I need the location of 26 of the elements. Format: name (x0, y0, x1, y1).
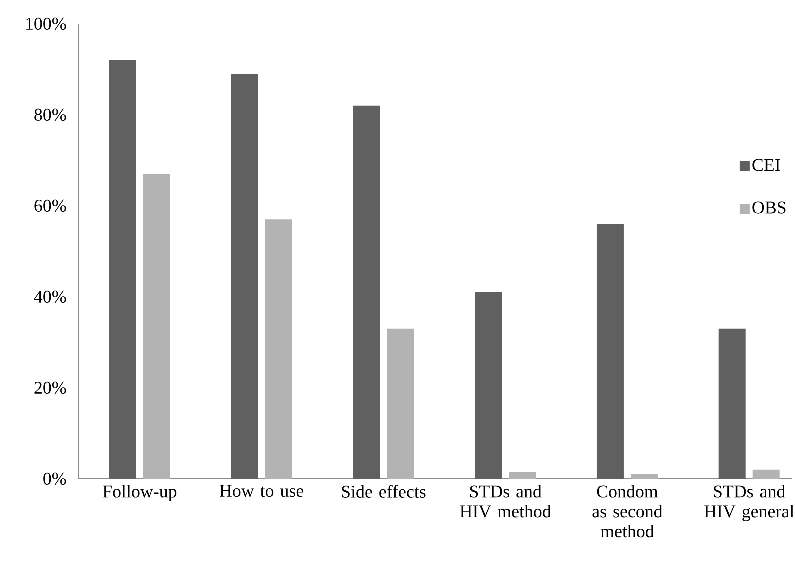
legend-label: OBS (752, 202, 786, 214)
bar (630, 474, 658, 479)
legend-label: CEI (752, 159, 780, 172)
bar (265, 220, 292, 479)
bar (387, 328, 414, 479)
bar (353, 106, 380, 479)
bar (752, 470, 780, 479)
y-tick-label: 0% (44, 472, 66, 486)
bar (475, 292, 502, 479)
bar (718, 328, 746, 479)
y-tick-label: 40% (34, 290, 66, 304)
bar (109, 60, 136, 479)
y-tick-label: 100% (26, 18, 66, 30)
x-tick-label: Side effects (342, 485, 426, 498)
x-tick-label: STDs and HIV general (704, 485, 794, 522)
bar (596, 224, 624, 479)
y-tick-label: 80% (34, 108, 66, 122)
x-tick-label: Follow-up (103, 485, 177, 502)
y-tick-label: 60% (34, 200, 66, 212)
bar (509, 472, 536, 479)
x-tick-label: How to use (220, 485, 304, 498)
bar (231, 74, 258, 479)
x-tick-label: STDs and HIV method (460, 485, 552, 518)
y-tick-label: 20% (34, 382, 66, 394)
x-tick-label: Condom as second method (592, 485, 663, 538)
bar (143, 174, 170, 479)
